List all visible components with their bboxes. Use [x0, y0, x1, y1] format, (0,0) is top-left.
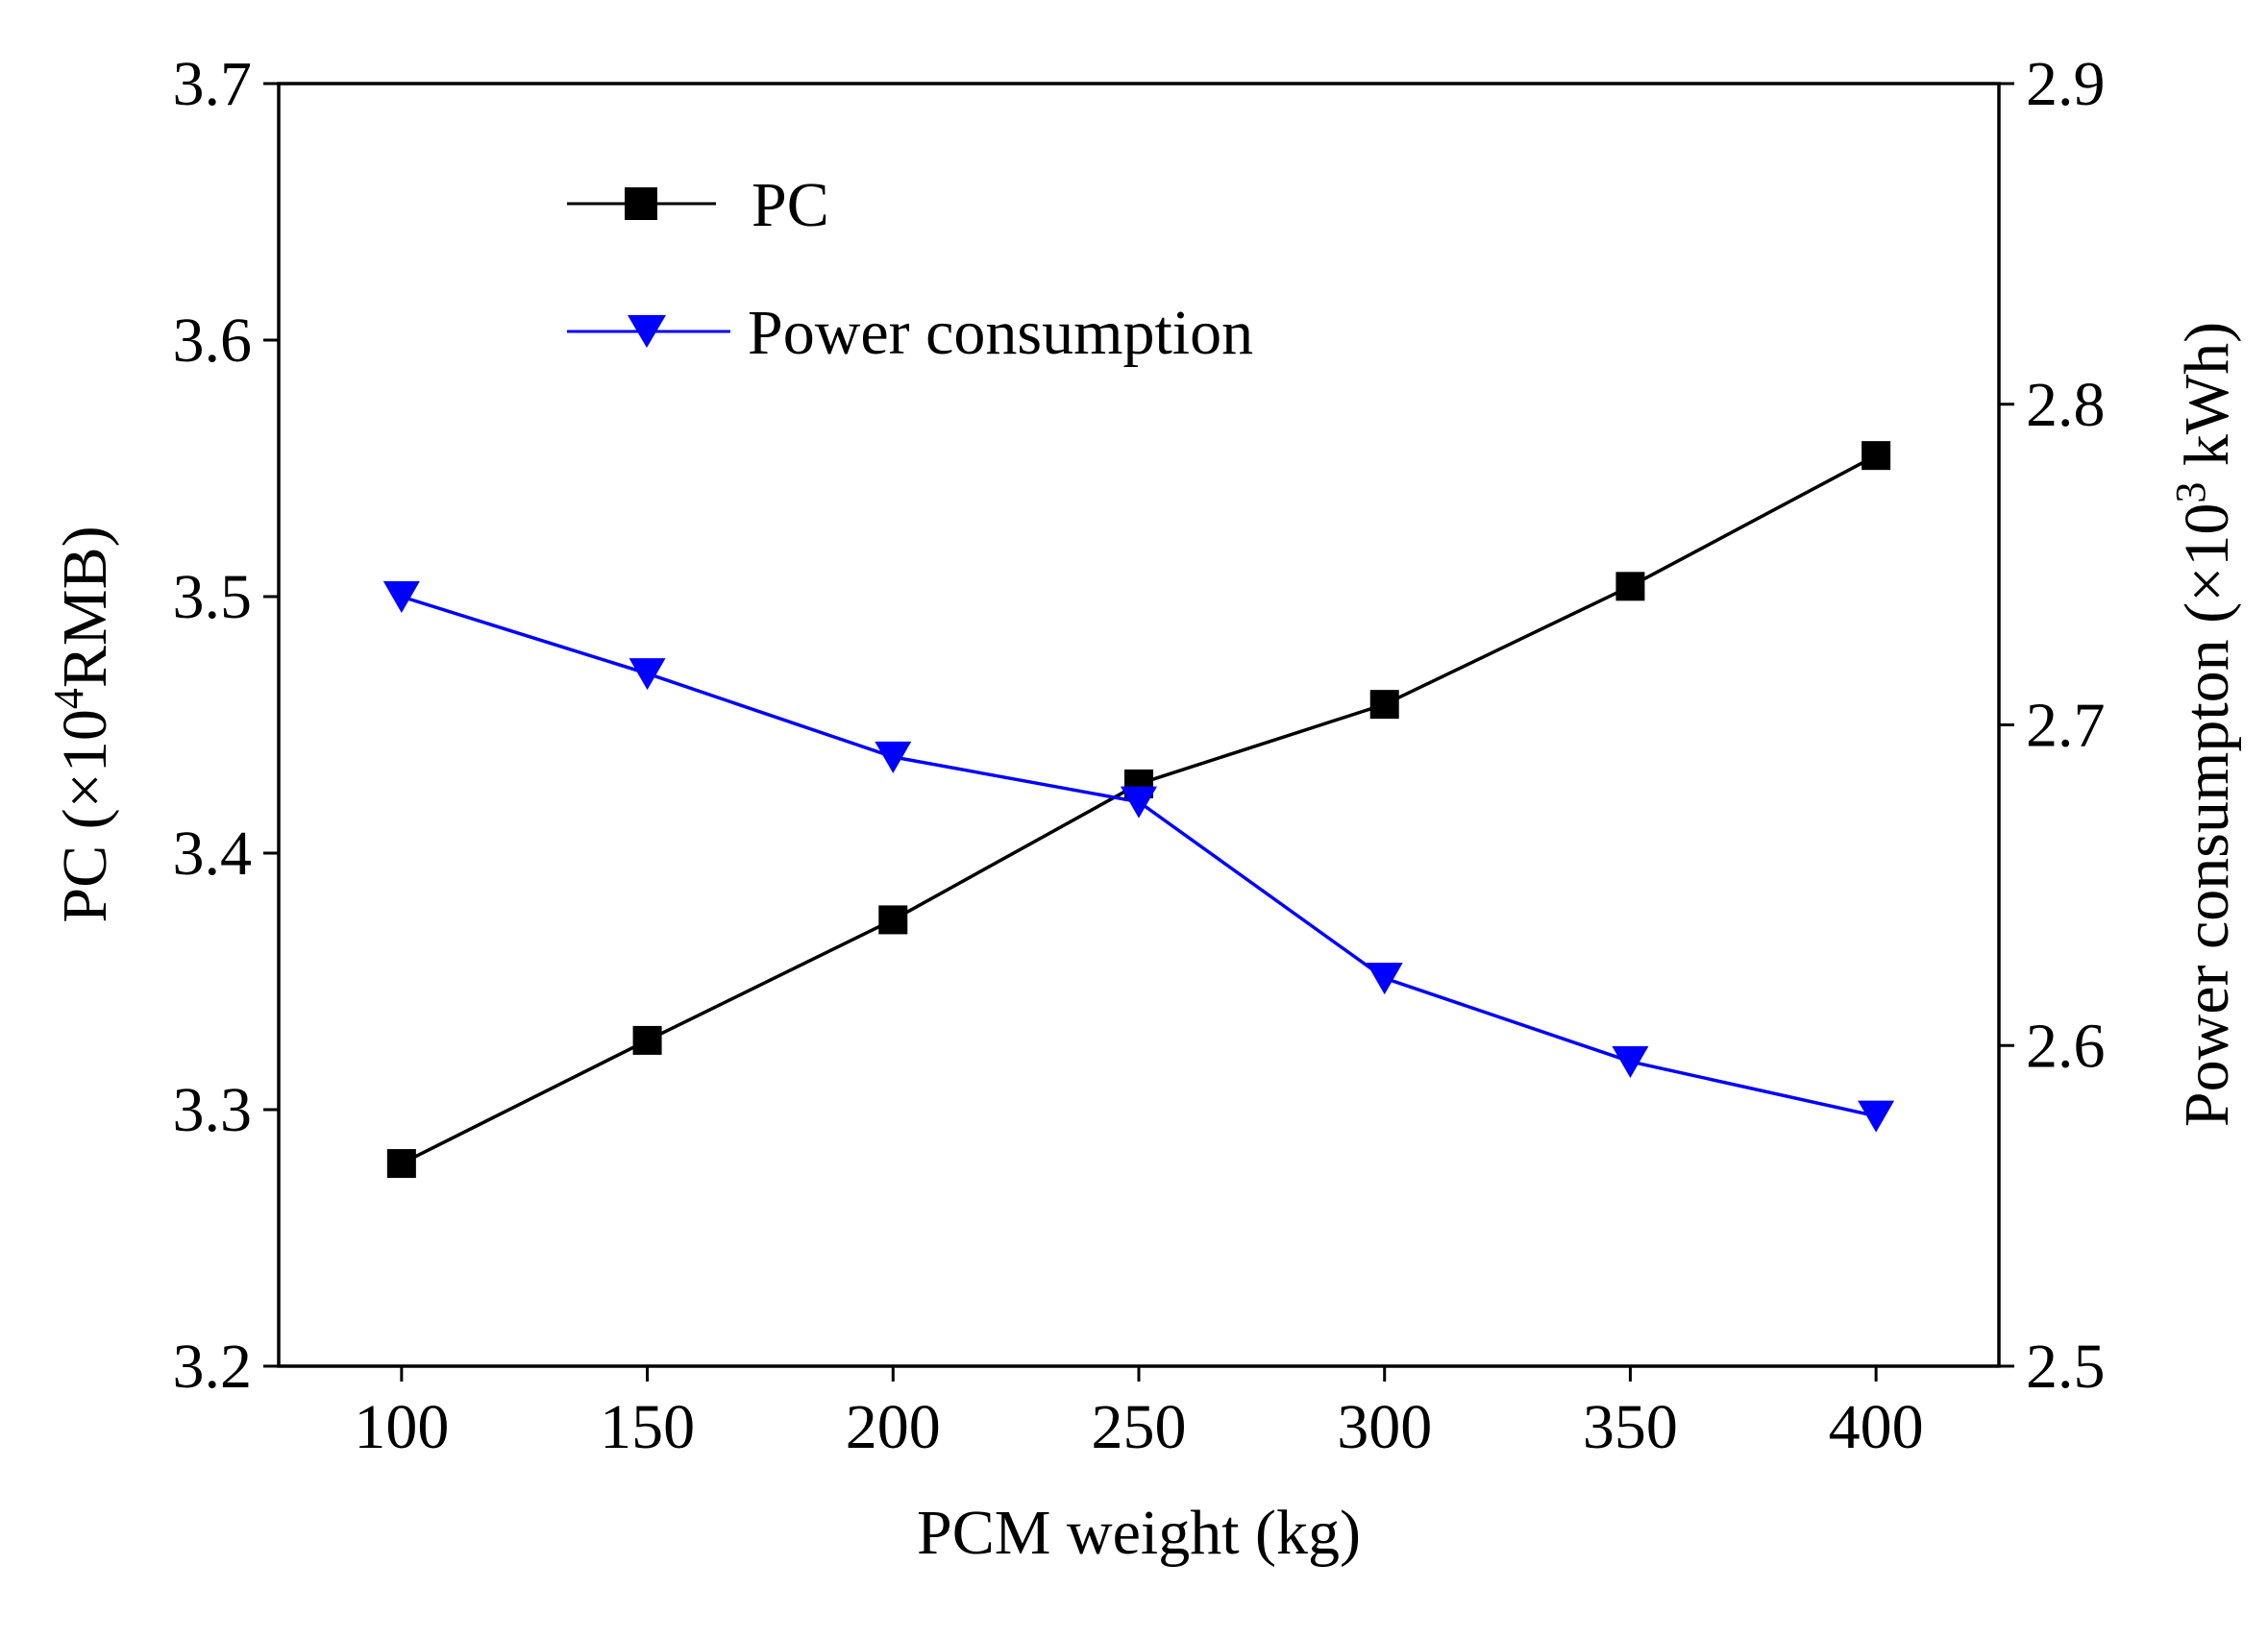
- x-tick-label: 350: [1583, 1392, 1678, 1462]
- power-consumption-point: [382, 581, 420, 613]
- y-right-axis-label: Power consumpton (×103 kWh): [2167, 322, 2243, 1127]
- pc-point: [1615, 572, 1645, 601]
- x-tick-label: 150: [600, 1392, 695, 1462]
- legend-power-label: Power consumption: [748, 298, 1253, 368]
- x-tick-label: 400: [1829, 1392, 1924, 1462]
- y-left-label-exponent: 4: [45, 688, 92, 709]
- y-right-label-suffix: kWh): [2172, 322, 2242, 482]
- y-right-label-prefix: Power consumpton (×10: [2172, 503, 2242, 1128]
- legend-power-marker: [628, 315, 666, 348]
- pc-point: [878, 905, 908, 935]
- legend: PC Power consumption: [567, 170, 1253, 368]
- y-right-tick-label: 2.5: [2026, 1332, 2106, 1402]
- y-right-tick-label: 2.7: [2026, 691, 2106, 761]
- legend-pc-label: PC: [752, 170, 829, 240]
- y-right-label-exponent: 3: [2167, 482, 2214, 503]
- pc-point: [1861, 441, 1891, 471]
- y-left-tick-label: 3.5: [173, 562, 253, 632]
- y-left-label-prefix: PC (×10: [50, 709, 120, 922]
- y-left-tick-label: 3.7: [173, 49, 253, 119]
- power-consumption-point: [1612, 1045, 1649, 1078]
- series-markers: [382, 441, 1895, 1179]
- power-consumption-point: [1858, 1100, 1895, 1133]
- y-left-tick-label: 3.4: [173, 819, 253, 889]
- plot-area-frame: [277, 82, 2001, 1368]
- y-left-axis-label: PC (×104RMB): [45, 526, 121, 922]
- y-right-tick-label: 2.8: [2026, 370, 2106, 440]
- pc-point: [632, 1025, 662, 1055]
- y-left-tick-label: 3.3: [173, 1075, 253, 1145]
- x-tick-label: 250: [1092, 1392, 1187, 1462]
- y-left-tick-label: 3.2: [173, 1332, 253, 1402]
- pc-point: [386, 1149, 416, 1179]
- power-consumption-point: [875, 741, 912, 773]
- axis-ticks: [263, 82, 2014, 1382]
- y-right-tick-label: 2.9: [2026, 49, 2106, 119]
- power-consumption-point: [629, 658, 666, 691]
- power-consumption-point: [1121, 786, 1157, 819]
- pc-point: [1369, 690, 1399, 720]
- y-left-label-suffix: RMB): [50, 526, 120, 688]
- tick-labels: 100 150 200 250 300 350 400 3.2 3.3 3.4 3.5 3.6 3.7 2…: [173, 49, 2106, 1462]
- x-tick-label: 200: [846, 1392, 941, 1462]
- y-right-tick-label: 2.6: [2026, 1011, 2106, 1081]
- series-line-power-consumption: [401, 595, 1877, 1118]
- legend-pc-marker: [625, 187, 657, 220]
- power-consumption-point: [1366, 963, 1403, 995]
- x-tick-label: 300: [1337, 1392, 1432, 1462]
- x-axis-label: PCM weight (kg): [917, 1498, 1361, 1568]
- x-tick-label: 100: [354, 1392, 449, 1462]
- y-left-tick-label: 3.6: [173, 306, 253, 376]
